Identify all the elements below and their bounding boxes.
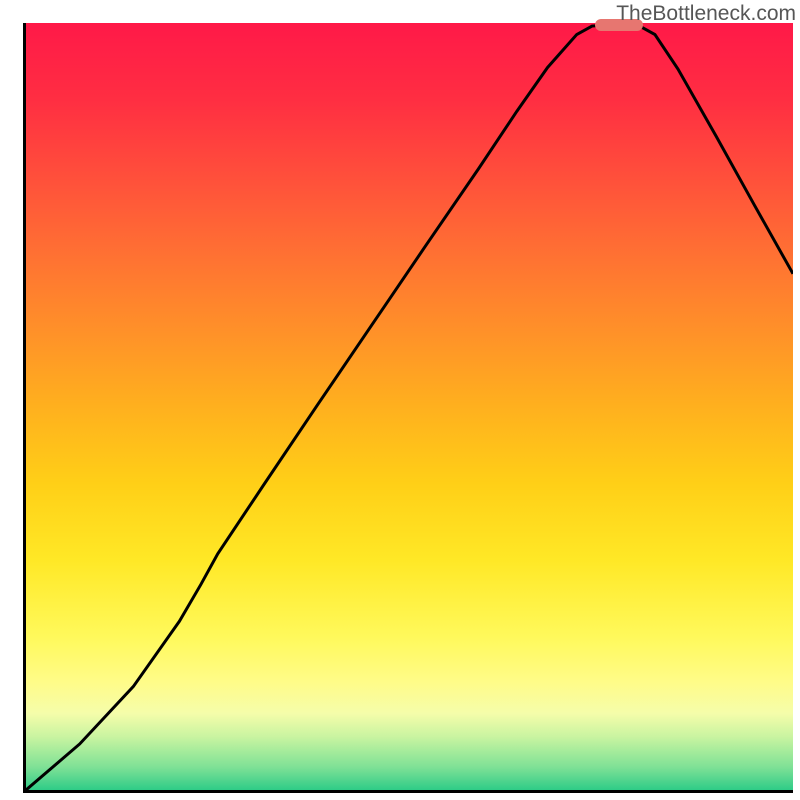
- watermark-text: TheBottleneck.com: [616, 2, 796, 26]
- plot-area: [23, 23, 793, 793]
- curve-line: [26, 23, 793, 790]
- chart-container: TheBottleneck.com: [0, 0, 800, 800]
